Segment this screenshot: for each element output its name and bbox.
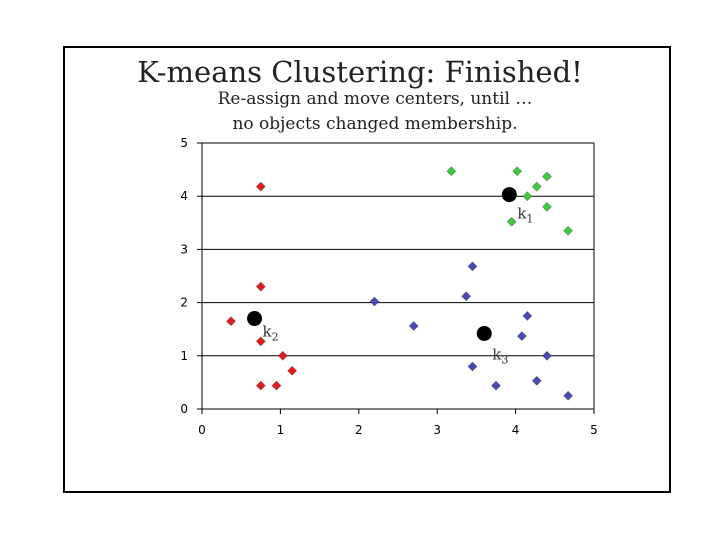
data-point-series-3-10 — [531, 375, 542, 386]
data-point-series-1-2 — [255, 281, 266, 292]
slide-subtitle-line2: no objects changed membership. — [232, 114, 518, 134]
data-point-series-1-7 — [255, 380, 266, 391]
data-point-series-2-6 — [542, 201, 552, 212]
cluster-center-label-k3: k3 — [492, 345, 508, 366]
slide-frame — [63, 46, 671, 493]
x-tick-label-3: 3 — [433, 423, 441, 437]
data-point-series-3-5 — [522, 310, 533, 321]
data-point-series-2-1 — [446, 166, 457, 177]
y-tick-label-3: 3 — [180, 242, 188, 256]
data-point-series-2-5 — [522, 191, 533, 202]
slide-title: K-means Clustering: Finished! — [137, 55, 583, 89]
data-point-series-1-4 — [255, 336, 266, 347]
data-point-series-2-7 — [506, 216, 517, 227]
x-tick-label-0: 0 — [198, 423, 206, 437]
data-point-series-3-9 — [491, 380, 501, 391]
x-tick-label-4: 4 — [512, 423, 520, 437]
data-point-series-2-4 — [531, 181, 542, 192]
cluster-center-label-k1: k1 — [517, 205, 533, 226]
data-point-series-1-1 — [255, 181, 266, 192]
data-point-series-3-6 — [516, 331, 527, 342]
data-point-series-3-8 — [467, 361, 478, 372]
data-point-series-2-8 — [563, 225, 574, 236]
plot-area-border — [201, 142, 595, 410]
y-tick-label-0: 0 — [180, 402, 188, 416]
data-point-series-3-3 — [461, 291, 472, 302]
x-tick-label-5: 5 — [590, 423, 598, 437]
slide-subtitle-line1: Re-assign and move centers, until … — [217, 89, 533, 109]
y-tick-label-4: 4 — [180, 189, 188, 203]
data-point-series-3-7 — [542, 350, 552, 361]
data-point-series-2-2 — [512, 166, 523, 177]
data-point-series-3-2 — [467, 261, 478, 272]
cluster-center-label-k2: k2 — [263, 323, 279, 344]
data-point-series-1-3 — [226, 316, 236, 327]
cluster-center-k1 — [501, 187, 517, 203]
y-tick-label-1: 1 — [180, 349, 188, 363]
data-point-series-2-3 — [542, 171, 552, 182]
cluster-center-k3 — [476, 325, 492, 341]
x-tick-label-1: 1 — [277, 423, 285, 437]
x-tick-label-2: 2 — [355, 423, 363, 437]
data-point-series-3-11 — [563, 390, 574, 401]
data-point-series-3-4 — [408, 321, 419, 331]
data-point-series-1-8 — [271, 380, 282, 391]
data-point-series-3-1 — [369, 296, 380, 307]
cluster-center-k2 — [247, 311, 263, 327]
data-point-series-1-5 — [277, 350, 288, 361]
y-tick-label-5: 5 — [180, 136, 188, 150]
y-tick-label-2: 2 — [180, 296, 188, 310]
data-point-series-1-6 — [287, 365, 298, 376]
